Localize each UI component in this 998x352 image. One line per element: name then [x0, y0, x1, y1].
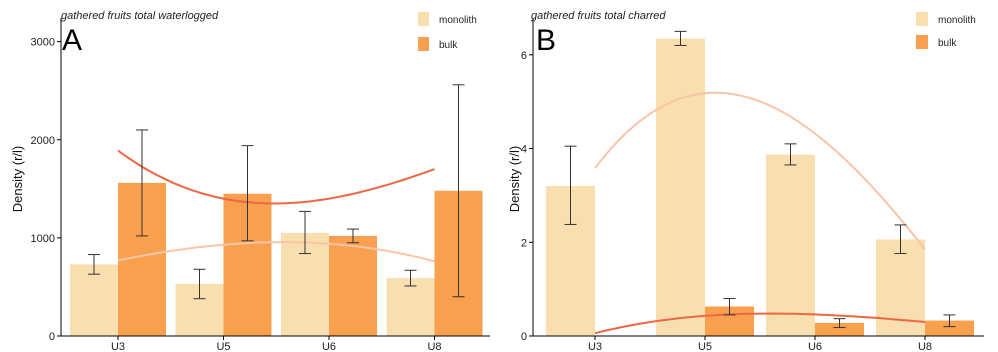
x-tick-label: U3: [588, 341, 602, 352]
error-bar-monolith-u6: [299, 210, 311, 255]
error-bar-bulk-u5: [241, 145, 254, 242]
legend: monolith bulk: [418, 12, 477, 51]
x-tick-label: U6: [808, 341, 822, 352]
error-bar-monolith-u3: [564, 145, 577, 225]
error-bar-monolith-u3: [88, 254, 100, 275]
legend-swatch-monolith: [916, 12, 928, 26]
chart-panel-a: 0 1000 2000 3000 U3 U5 U6 U8 Density (r/l) gather…: [10, 10, 490, 352]
bar-monolith-u8: [386, 278, 435, 336]
y-tick-label: 0: [49, 331, 55, 343]
x-tick-label: U5: [216, 341, 230, 352]
legend: monolith bulk: [916, 12, 976, 49]
y-tick-label: 1000: [31, 233, 55, 245]
trendline-monolith: [594, 91, 926, 250]
legend-label-monolith: monolith: [439, 15, 477, 26]
x-tick-label: U3: [111, 341, 125, 352]
bar-bulk-u8: [925, 320, 974, 336]
y-tick-label: 0: [521, 331, 527, 343]
y-tick-label: 2: [521, 237, 527, 249]
error-bar-bulk-u8: [943, 314, 956, 328]
x-tick-label: U5: [698, 341, 712, 352]
y-tick-label: 3000: [31, 37, 55, 49]
bar-monolith-u3: [70, 264, 118, 336]
legend-label-bulk: bulk: [938, 38, 957, 49]
legend-label-bulk: bulk: [439, 40, 458, 51]
legend-swatch-monolith: [418, 12, 429, 26]
legend-swatch-bulk: [418, 37, 429, 51]
error-bar-bulk-u3: [136, 129, 148, 237]
chart-panel-b: 0 2 4 6 U3 U5 U6 U8 Density (r/l) gathered fruits…: [507, 10, 984, 352]
error-bar-bulk-u6: [347, 228, 359, 244]
y-tick-label: 6: [521, 50, 527, 62]
panel-letter: B: [536, 24, 556, 57]
bar-bulk-u6: [329, 235, 377, 336]
error-bar-monolith-u8: [404, 269, 417, 287]
error-bar-bulk-u6: [833, 318, 846, 329]
y-axis-label: Density (r/l): [507, 146, 522, 212]
bar-bulk-u6: [815, 322, 864, 336]
trendline-bulk: [594, 312, 926, 335]
chart-title: gathered fruits total charred: [531, 10, 666, 22]
error-bar-monolith-u5: [674, 30, 687, 46]
error-bar-bulk-u5: [723, 298, 736, 316]
y-tick-label: 2000: [31, 135, 55, 147]
trendline-monolith: [117, 241, 435, 263]
chart-title: gathered fruits total waterlogged: [61, 10, 219, 22]
y-tick-label: 4: [521, 144, 527, 156]
x-tick-label: U8: [918, 341, 932, 352]
panel-letter: A: [62, 24, 82, 57]
trendline-bulk: [117, 149, 435, 205]
x-tick-label: U8: [427, 341, 441, 352]
legend-swatch-bulk: [916, 35, 928, 49]
bar-monolith-u6: [766, 154, 815, 336]
error-bar-bulk-u8: [452, 84, 465, 298]
x-tick-label: U6: [322, 341, 336, 352]
legend-label-monolith: monolith: [938, 15, 976, 26]
bar-monolith-u5: [656, 38, 705, 336]
error-bar-monolith-u6: [784, 143, 797, 166]
error-bar-monolith-u8: [894, 224, 907, 255]
error-bar-monolith-u5: [193, 268, 206, 300]
y-axis-label: Density (r/l): [10, 146, 25, 212]
